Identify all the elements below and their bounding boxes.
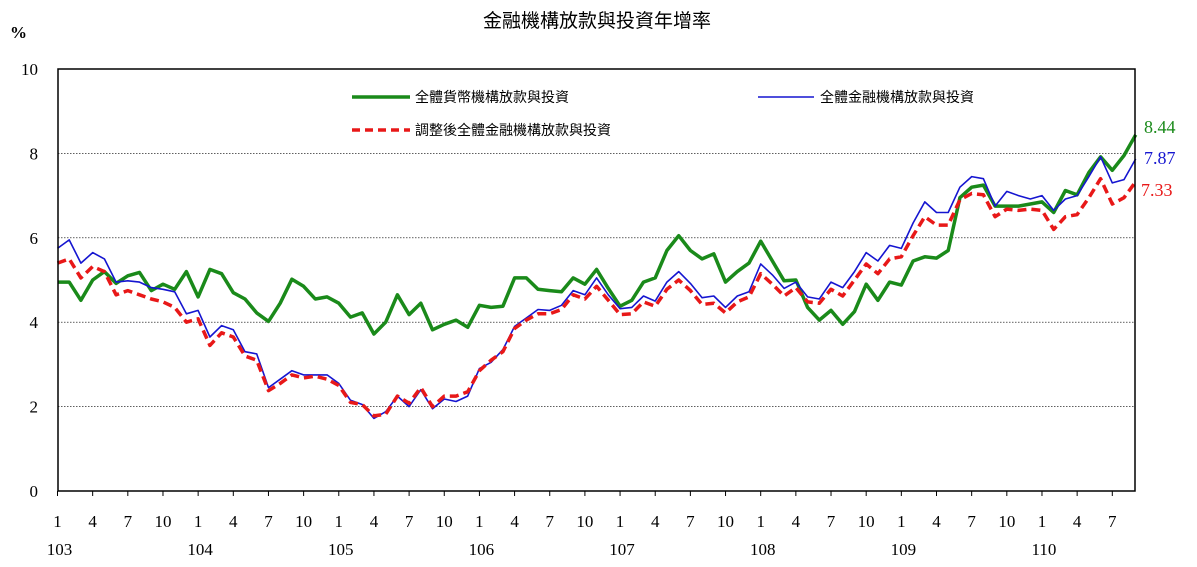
x-tick-month-label: 1 [616,512,625,531]
x-tick-month-label: 4 [88,512,97,531]
y-axis-unit: % [10,23,27,42]
x-tick-month-label: 1 [1038,512,1047,531]
x-tick-month-label: 7 [827,512,836,531]
series-line-0 [57,133,1138,336]
chart-title: 金融機構放款與投資年增率 [483,10,711,32]
x-tick-month-label: 10 [295,512,312,531]
gridlines [58,153,1135,407]
x-tick-month-label: 1 [194,512,203,531]
x-tick-month-label: 10 [154,512,171,531]
x-tick-month-label: 10 [436,512,453,531]
x-tick-month-label: 7 [264,512,273,531]
x-tick-year-label: 108 [750,540,776,559]
x-tick-year-label: 106 [469,540,495,559]
y-tick-label: 4 [30,313,39,332]
x-tick-month-label: 10 [576,512,593,531]
x-tick-month-label: 4 [932,512,941,531]
series-lines [56,133,1138,420]
end-label-adjusted-financial-institutions: 7.33 [1141,180,1173,200]
x-tick-month-label: 10 [717,512,734,531]
end-label-monetary-institutions: 8.44 [1144,117,1176,137]
x-tick-month-label: 1 [897,512,906,531]
x-tick-year-label: 103 [47,540,73,559]
y-tick-label: 10 [21,60,38,79]
x-tick-month-label: 7 [967,512,976,531]
x-tick-month-label: 7 [686,512,695,531]
x-tick-month-label: 1 [756,512,765,531]
legend-label-adjusted-financial-institutions: 調整後全體金融機構放款與投資 [415,122,611,139]
x-tick-month-label: 1 [335,512,344,531]
y-tick-label: 2 [30,398,39,417]
x-tick-year-label: 109 [891,540,917,559]
x-tick-month-label: 4 [1073,512,1082,531]
x-tick-month-label: 4 [229,512,238,531]
x-tick-year-label: 105 [328,540,354,559]
x-tick-month-label: 1 [475,512,484,531]
series-line-1 [57,156,1137,420]
end-label-all-financial-institutions: 7.87 [1144,148,1176,168]
series-line-2 [56,176,1138,418]
legend: 全體貨幣機構放款與投資 全體金融機構放款與投資 調整後全體金融機構放款與投資 [352,89,974,139]
x-tick-year-label: 104 [187,540,213,559]
plot-frame [57,68,1136,492]
x-tick-month-label: 7 [124,512,133,531]
x-tick-month-label: 4 [370,512,379,531]
x-tick-month-label: 7 [405,512,414,531]
end-value-labels: 8.44 7.87 7.33 [1141,117,1176,200]
x-tick-year-label: 107 [609,540,635,559]
y-tick-label: 6 [30,229,39,248]
y-tick-label: 0 [30,482,39,501]
y-tick-label: 8 [30,144,39,163]
x-axis-ticks: 1 4 7 10 1 4 7 10 1 4 7 10 1 4 7 10 1 4 7 10 1 4 7 10 1 4 7 10 1 4 7 10… [47,491,1117,559]
legend-label-monetary-institutions: 全體貨幣機構放款與投資 [415,89,569,106]
x-tick-year-label: 110 [1032,540,1057,559]
y-axis-ticks: 0 2 4 6 8 10 [21,60,39,501]
x-tick-month-label: 4 [510,512,519,531]
x-tick-month-label: 1 [53,512,62,531]
x-tick-month-label: 7 [545,512,554,531]
legend-label-all-financial-institutions: 全體金融機構放款與投資 [820,89,974,106]
x-tick-month-label: 7 [1108,512,1117,531]
x-tick-month-label: 10 [998,512,1015,531]
x-tick-month-label: 10 [858,512,875,531]
x-tick-month-label: 4 [792,512,801,531]
x-tick-month-label: 4 [651,512,660,531]
